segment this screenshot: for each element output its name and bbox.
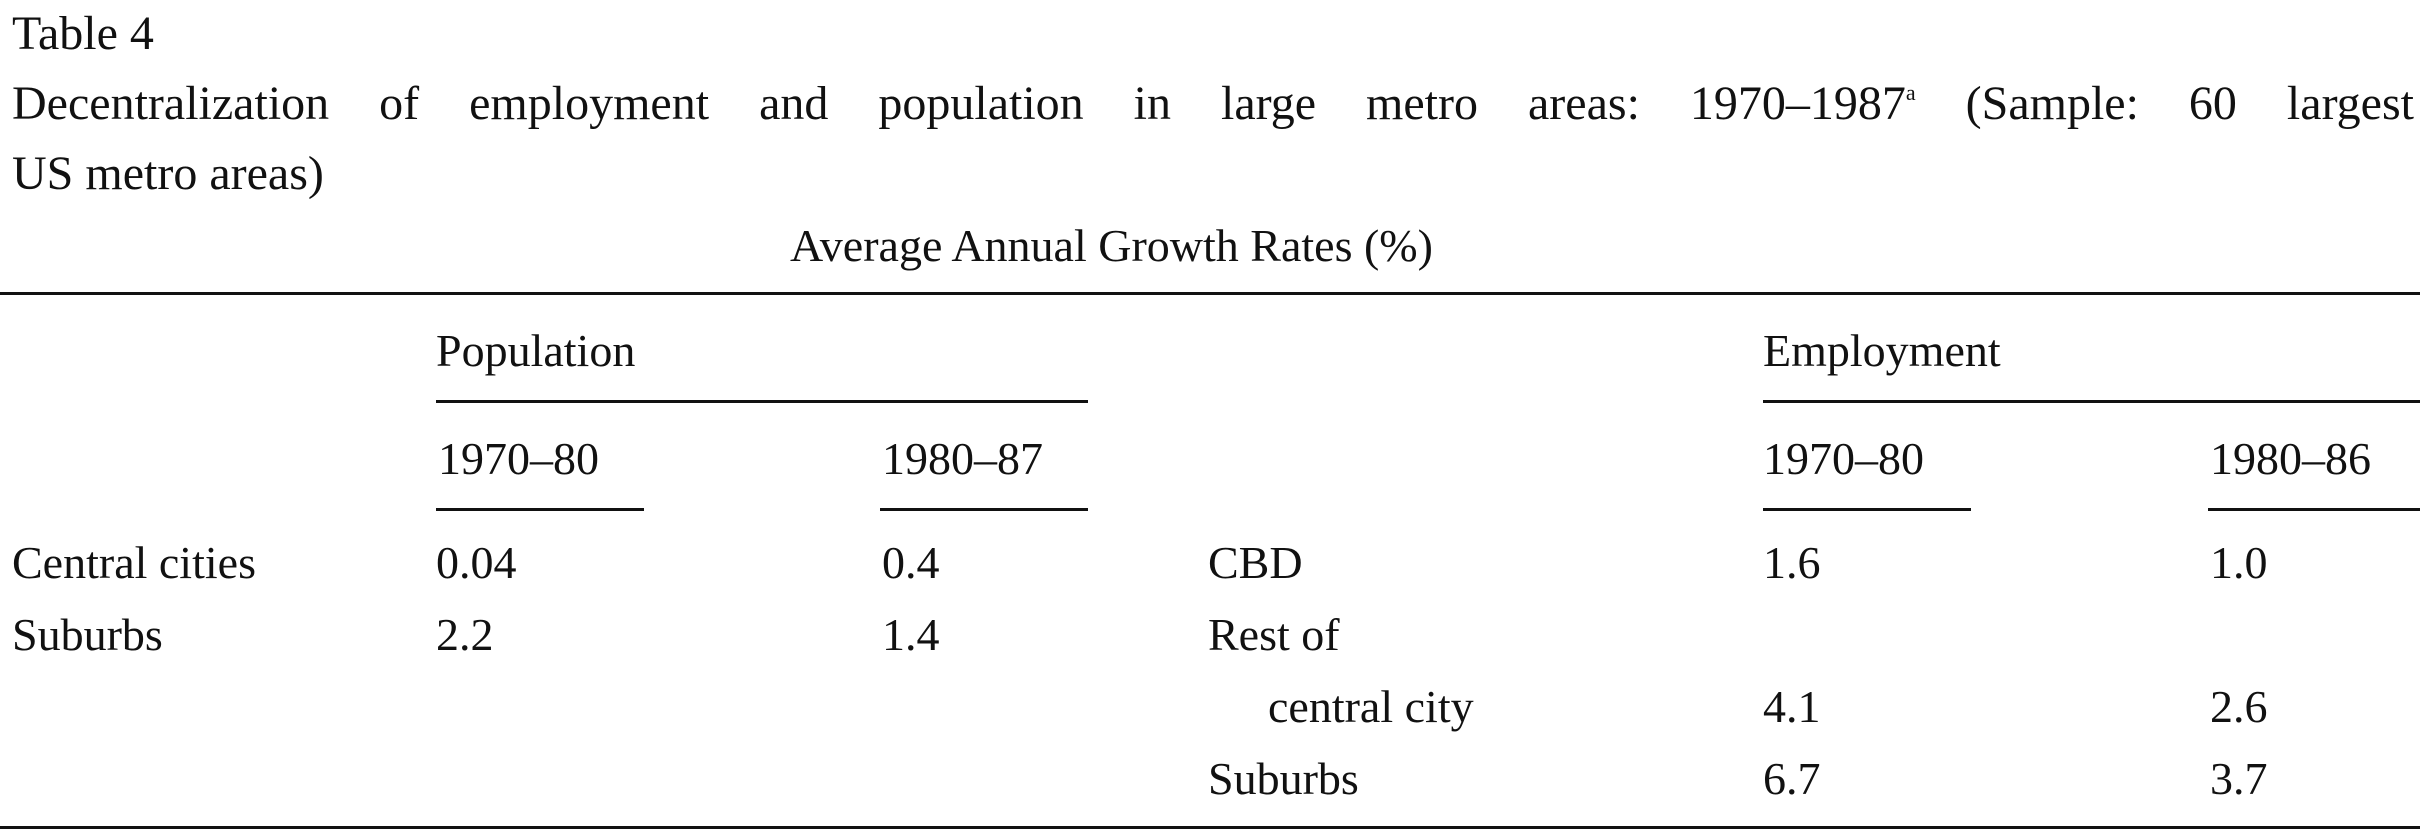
employment-cell: 1.0 — [2210, 537, 2268, 588]
population-row-label: Central cities — [12, 537, 256, 588]
employment-cell: 1.6 — [1763, 537, 1821, 588]
caption-text-rest: (Sample: 60 largest — [1915, 77, 2415, 130]
employment-period-1-rule — [1763, 508, 1971, 511]
table-caption-line2: US metro areas) — [12, 147, 324, 200]
population-period-1-rule — [436, 508, 644, 511]
employment-period-2: 1980–86 — [2210, 433, 2371, 484]
employment-cell: 2.6 — [2210, 681, 2268, 732]
employment-header-rule — [1763, 400, 2420, 403]
employment-cell: 4.1 — [1763, 681, 1821, 732]
population-period-2: 1980–87 — [882, 433, 1043, 484]
employment-cell: 6.7 — [1763, 753, 1821, 804]
population-row-label: Suburbs — [12, 609, 163, 660]
bottom-rule — [0, 826, 2420, 829]
employment-header: Employment — [1763, 325, 2001, 376]
population-cell: 2.2 — [436, 609, 494, 660]
population-header-rule — [436, 400, 1088, 403]
employment-row-label: Rest of — [1208, 609, 1340, 660]
table-caption-line1: Decentralization of employment and popul… — [12, 80, 2414, 128]
employment-period-1: 1970–80 — [1763, 433, 1924, 484]
top-rule — [0, 292, 2420, 295]
population-period-1: 1970–80 — [438, 433, 599, 484]
employment-row-label: Suburbs — [1208, 753, 1359, 804]
population-cell: 0.04 — [436, 537, 517, 588]
table-label: Table 4 — [12, 7, 154, 60]
employment-period-2-rule — [2208, 508, 2420, 511]
employment-row-label: central city — [1268, 681, 1474, 732]
population-cell: 1.4 — [882, 609, 940, 660]
table-subtitle: Average Annual Growth Rates (%) — [790, 220, 1433, 271]
employment-cell: 3.7 — [2210, 753, 2268, 804]
caption-text: Decentralization of employment and popul… — [12, 77, 1906, 130]
caption-footnote-mark: a — [1905, 80, 1916, 105]
employment-row-label: CBD — [1208, 537, 1303, 588]
population-header: Population — [436, 325, 636, 376]
population-period-2-rule — [880, 508, 1088, 511]
population-cell: 0.4 — [882, 537, 940, 588]
